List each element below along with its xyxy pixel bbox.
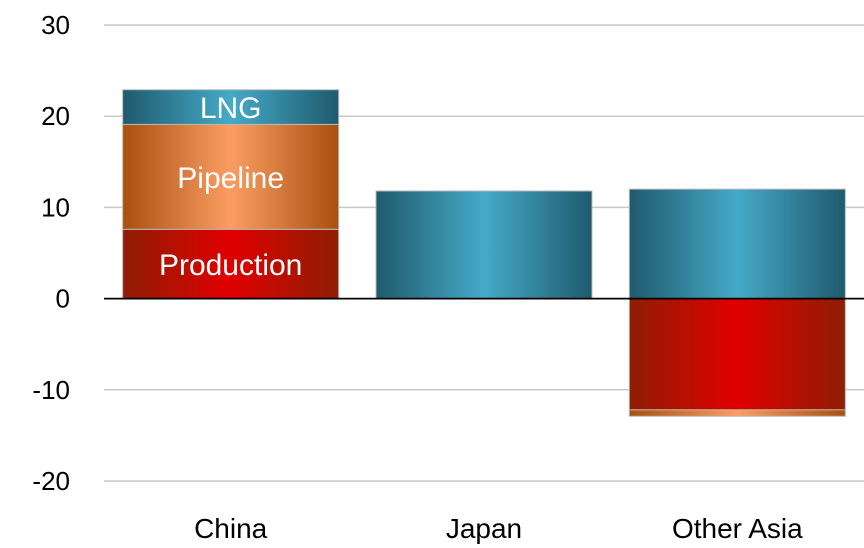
segment-label: Production <box>159 249 302 282</box>
category-label: China <box>194 513 268 544</box>
y-tick-label: 10 <box>41 192 70 222</box>
category-label: Japan <box>446 513 522 544</box>
bar-segment-production-other-asia <box>628 298 846 411</box>
y-tick-label: 20 <box>41 101 70 131</box>
bars <box>122 89 846 417</box>
segment-label: Pipeline <box>177 162 284 195</box>
y-tick-label: -10 <box>32 375 70 405</box>
bar-segment-lng-china <box>122 89 340 125</box>
y-tick-label: 30 <box>41 10 70 40</box>
bar-segment-pipeline-china <box>122 123 340 230</box>
bar-segment-production-china <box>122 228 340 300</box>
segment-label: LNG <box>200 92 262 125</box>
category-label: Other Asia <box>672 513 803 544</box>
bar-segment-lng-japan <box>375 190 593 300</box>
bar-segment-pipeline-other-asia <box>628 409 846 417</box>
labels: 30 20 10 0 -10 -20 Production Pipeline LNG China J… <box>32 10 803 544</box>
y-tick-label: -20 <box>32 466 70 496</box>
y-tick-label: 0 <box>56 284 70 314</box>
bar-segment-lng-other-asia <box>628 188 846 300</box>
